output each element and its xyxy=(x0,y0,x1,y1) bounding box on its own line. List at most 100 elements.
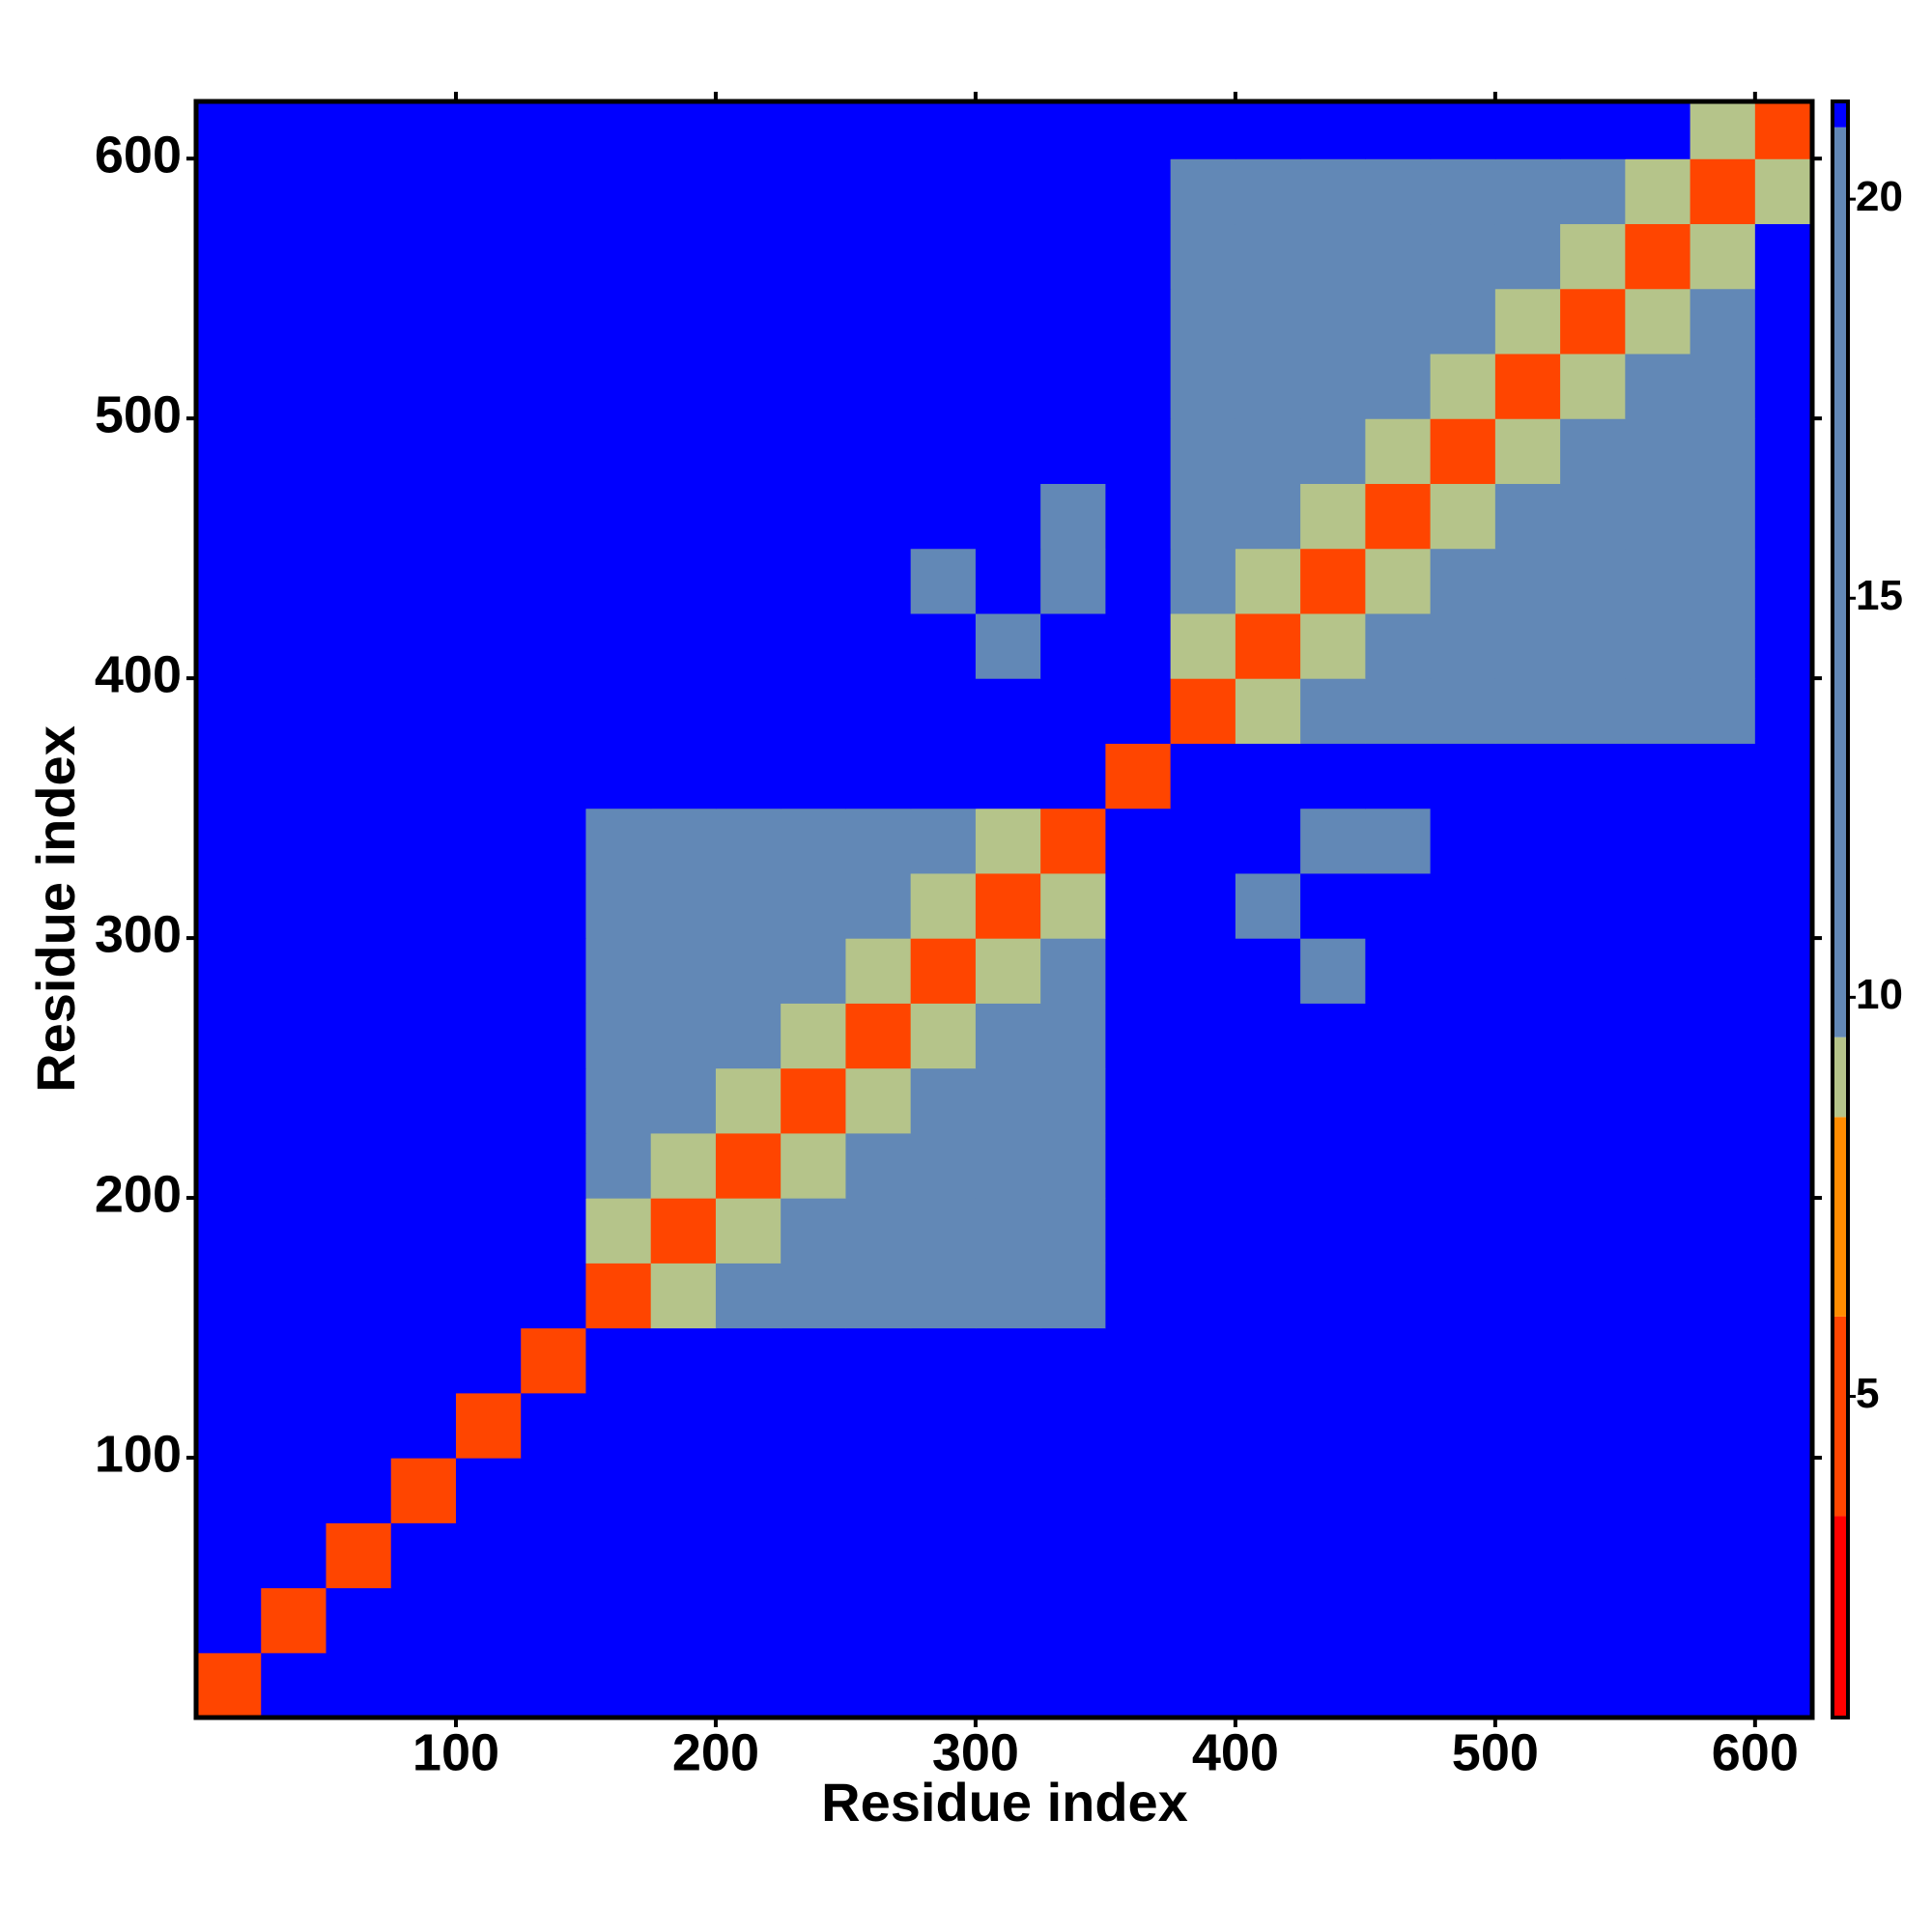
cell xyxy=(650,1652,717,1719)
cell xyxy=(910,158,977,225)
cell xyxy=(1235,223,1301,290)
cell xyxy=(196,1003,262,1069)
cell xyxy=(975,938,1041,1004)
cell xyxy=(455,1198,522,1264)
cell xyxy=(455,1132,522,1199)
cell xyxy=(1430,678,1496,744)
cell xyxy=(781,938,847,1004)
cell xyxy=(845,1652,912,1719)
cell xyxy=(1365,1392,1432,1459)
cell xyxy=(1105,743,1172,810)
cell xyxy=(715,1458,781,1523)
cell xyxy=(326,288,392,355)
cell xyxy=(455,418,522,484)
cell xyxy=(975,1198,1041,1264)
cell xyxy=(845,938,912,1004)
cell xyxy=(1300,1067,1366,1134)
cell xyxy=(1690,418,1756,484)
cell xyxy=(261,223,327,290)
cell xyxy=(585,1392,652,1459)
cell xyxy=(1754,353,1813,419)
cell xyxy=(1625,1522,1691,1589)
cell xyxy=(1365,678,1432,744)
cell xyxy=(1105,1132,1172,1199)
cell xyxy=(715,353,781,419)
cell xyxy=(1235,1132,1301,1199)
cell xyxy=(1754,1067,1813,1134)
cell xyxy=(1690,1522,1756,1589)
cell xyxy=(1690,548,1756,614)
cell xyxy=(1105,1198,1172,1264)
cell xyxy=(326,353,392,419)
cell xyxy=(1040,612,1106,679)
cell xyxy=(585,1327,652,1394)
cell xyxy=(1690,1327,1756,1394)
cell xyxy=(1235,808,1301,874)
cell xyxy=(715,1587,781,1654)
cell xyxy=(1300,223,1366,290)
cell xyxy=(1235,483,1301,550)
cell xyxy=(650,548,717,614)
cell xyxy=(326,1392,392,1459)
cell xyxy=(781,548,847,614)
cell xyxy=(975,1263,1041,1329)
cell xyxy=(1105,288,1172,355)
cell xyxy=(585,678,652,744)
cell xyxy=(1365,612,1432,679)
cell xyxy=(196,1587,262,1654)
cell xyxy=(261,101,327,159)
cell xyxy=(975,548,1041,614)
cell xyxy=(1494,1652,1561,1719)
cell xyxy=(910,418,977,484)
cell xyxy=(1625,678,1691,744)
cell xyxy=(910,938,977,1004)
cell xyxy=(1430,612,1496,679)
cell xyxy=(1690,872,1756,939)
cell xyxy=(910,1392,977,1459)
cell xyxy=(521,1198,587,1264)
cell xyxy=(261,483,327,550)
cell xyxy=(650,288,717,355)
cell xyxy=(585,101,652,159)
cell xyxy=(1105,1458,1172,1523)
cell xyxy=(1300,872,1366,939)
cell xyxy=(650,938,717,1004)
cell xyxy=(261,1198,327,1264)
cell xyxy=(1235,548,1301,614)
cell xyxy=(650,1392,717,1459)
cell xyxy=(1300,1392,1366,1459)
cell xyxy=(1170,1392,1236,1459)
cell xyxy=(1105,808,1172,874)
cell xyxy=(1494,483,1561,550)
cell xyxy=(1690,1652,1756,1719)
cell xyxy=(910,1198,977,1264)
cell xyxy=(196,808,262,874)
cell xyxy=(1300,1652,1366,1719)
colorbar-band xyxy=(1833,1117,1848,1317)
cell xyxy=(975,612,1041,679)
cell xyxy=(1625,1132,1691,1199)
cell xyxy=(1300,1458,1366,1523)
cell xyxy=(1560,678,1626,744)
cell xyxy=(975,743,1041,810)
cell xyxy=(1625,353,1691,419)
cell xyxy=(1494,1587,1561,1654)
cell xyxy=(1754,1652,1813,1719)
cell xyxy=(1300,808,1366,874)
cell xyxy=(1300,1587,1366,1654)
cell xyxy=(455,1458,522,1523)
cell xyxy=(1625,1067,1691,1134)
cell xyxy=(1040,1587,1106,1654)
cell xyxy=(455,483,522,550)
cell xyxy=(1105,612,1172,679)
cell xyxy=(1170,743,1236,810)
cell xyxy=(1494,938,1561,1004)
cell xyxy=(910,1263,977,1329)
cell xyxy=(1625,872,1691,939)
cell xyxy=(585,353,652,419)
cell xyxy=(1494,1003,1561,1069)
cell xyxy=(1494,1327,1561,1394)
cell xyxy=(1365,1132,1432,1199)
cell xyxy=(521,678,587,744)
cell xyxy=(455,678,522,744)
